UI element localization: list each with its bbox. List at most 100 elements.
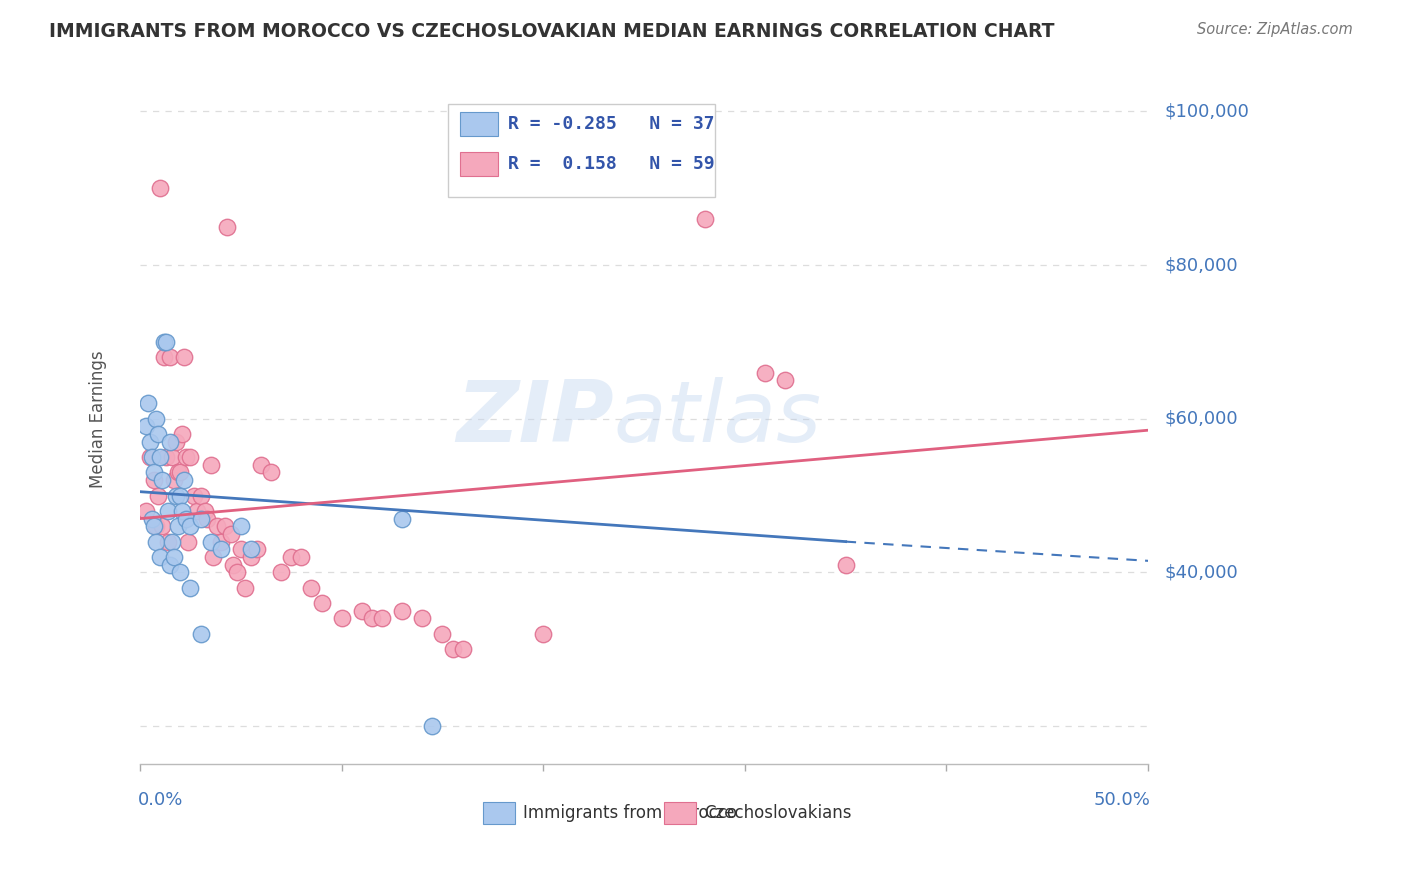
Point bbox=[190, 489, 212, 503]
Point bbox=[176, 450, 198, 464]
Point bbox=[411, 611, 433, 625]
Bar bbox=[664, 802, 696, 824]
Bar bbox=[482, 802, 515, 824]
Point bbox=[172, 427, 194, 442]
Point bbox=[219, 527, 242, 541]
Point bbox=[280, 549, 302, 564]
Point bbox=[391, 511, 413, 525]
Point bbox=[157, 534, 180, 549]
Point bbox=[190, 627, 212, 641]
Point bbox=[173, 473, 195, 487]
Point bbox=[150, 519, 173, 533]
Point bbox=[201, 549, 224, 564]
Point bbox=[350, 604, 373, 618]
Point bbox=[270, 566, 292, 580]
Text: Czechoslovakians: Czechoslovakians bbox=[704, 804, 852, 822]
Point bbox=[773, 373, 796, 387]
Point bbox=[246, 542, 269, 557]
Bar bbox=[460, 153, 498, 176]
Point bbox=[531, 627, 554, 641]
Point bbox=[145, 534, 167, 549]
Point bbox=[143, 473, 166, 487]
Point bbox=[159, 558, 181, 572]
Point bbox=[229, 542, 252, 557]
Point bbox=[693, 211, 716, 226]
Point bbox=[451, 642, 474, 657]
Text: 50.0%: 50.0% bbox=[1094, 791, 1150, 809]
Point bbox=[173, 350, 195, 364]
Point bbox=[153, 350, 176, 364]
Text: $80,000: $80,000 bbox=[1164, 256, 1237, 274]
Point bbox=[834, 558, 856, 572]
Point bbox=[209, 534, 232, 549]
Point bbox=[361, 611, 384, 625]
Point bbox=[260, 466, 283, 480]
Point bbox=[163, 473, 186, 487]
Text: $40,000: $40,000 bbox=[1164, 564, 1237, 582]
Point bbox=[167, 519, 190, 533]
Text: Median Earnings: Median Earnings bbox=[89, 350, 107, 488]
Point bbox=[754, 366, 776, 380]
Point bbox=[145, 519, 167, 533]
Point bbox=[200, 534, 222, 549]
Text: atlas: atlas bbox=[614, 377, 823, 460]
Point bbox=[209, 542, 232, 557]
Text: IMMIGRANTS FROM MOROCCO VS CZECHOSLOVAKIAN MEDIAN EARNINGS CORRELATION CHART: IMMIGRANTS FROM MOROCCO VS CZECHOSLOVAKI… bbox=[49, 22, 1054, 41]
Point bbox=[157, 504, 180, 518]
Point bbox=[172, 504, 194, 518]
Point bbox=[165, 489, 187, 503]
FancyBboxPatch shape bbox=[447, 104, 714, 197]
Point bbox=[239, 549, 262, 564]
Point bbox=[149, 181, 172, 195]
Point bbox=[145, 411, 167, 425]
Point bbox=[149, 450, 172, 464]
Text: Immigrants from Morocco: Immigrants from Morocco bbox=[523, 804, 737, 822]
Point bbox=[215, 219, 238, 234]
Point bbox=[422, 719, 444, 733]
Point bbox=[179, 450, 201, 464]
Point bbox=[153, 334, 176, 349]
Point bbox=[195, 511, 218, 525]
Point bbox=[141, 511, 163, 525]
Point bbox=[141, 450, 163, 464]
Point bbox=[136, 396, 159, 410]
Point bbox=[183, 489, 205, 503]
Point bbox=[139, 434, 162, 449]
Point bbox=[162, 450, 184, 464]
Point bbox=[155, 450, 177, 464]
Point bbox=[222, 558, 245, 572]
Point bbox=[250, 458, 273, 472]
Point bbox=[169, 489, 191, 503]
Text: $60,000: $60,000 bbox=[1164, 409, 1237, 427]
Point bbox=[148, 427, 170, 442]
Point bbox=[162, 534, 184, 549]
Point bbox=[233, 581, 256, 595]
Point bbox=[239, 542, 262, 557]
Point bbox=[135, 419, 157, 434]
Point bbox=[371, 611, 394, 625]
Point bbox=[167, 466, 190, 480]
Text: ZIP: ZIP bbox=[456, 377, 614, 460]
Point bbox=[205, 519, 228, 533]
Text: $100,000: $100,000 bbox=[1164, 103, 1249, 120]
Point bbox=[135, 504, 157, 518]
Point bbox=[149, 549, 172, 564]
Point bbox=[200, 458, 222, 472]
Point bbox=[165, 434, 187, 449]
Text: R = -0.285   N = 37: R = -0.285 N = 37 bbox=[508, 115, 714, 133]
Point bbox=[290, 549, 312, 564]
Point bbox=[179, 581, 201, 595]
Point bbox=[190, 511, 212, 525]
Point bbox=[159, 434, 181, 449]
Text: Source: ZipAtlas.com: Source: ZipAtlas.com bbox=[1197, 22, 1353, 37]
Point bbox=[143, 519, 166, 533]
Point bbox=[229, 519, 252, 533]
Point bbox=[169, 566, 191, 580]
Point bbox=[176, 511, 198, 525]
Point bbox=[163, 549, 186, 564]
Point bbox=[177, 534, 200, 549]
Text: R =  0.158   N = 59: R = 0.158 N = 59 bbox=[508, 155, 714, 173]
Point bbox=[194, 504, 217, 518]
Bar bbox=[460, 112, 498, 136]
Point bbox=[225, 566, 247, 580]
